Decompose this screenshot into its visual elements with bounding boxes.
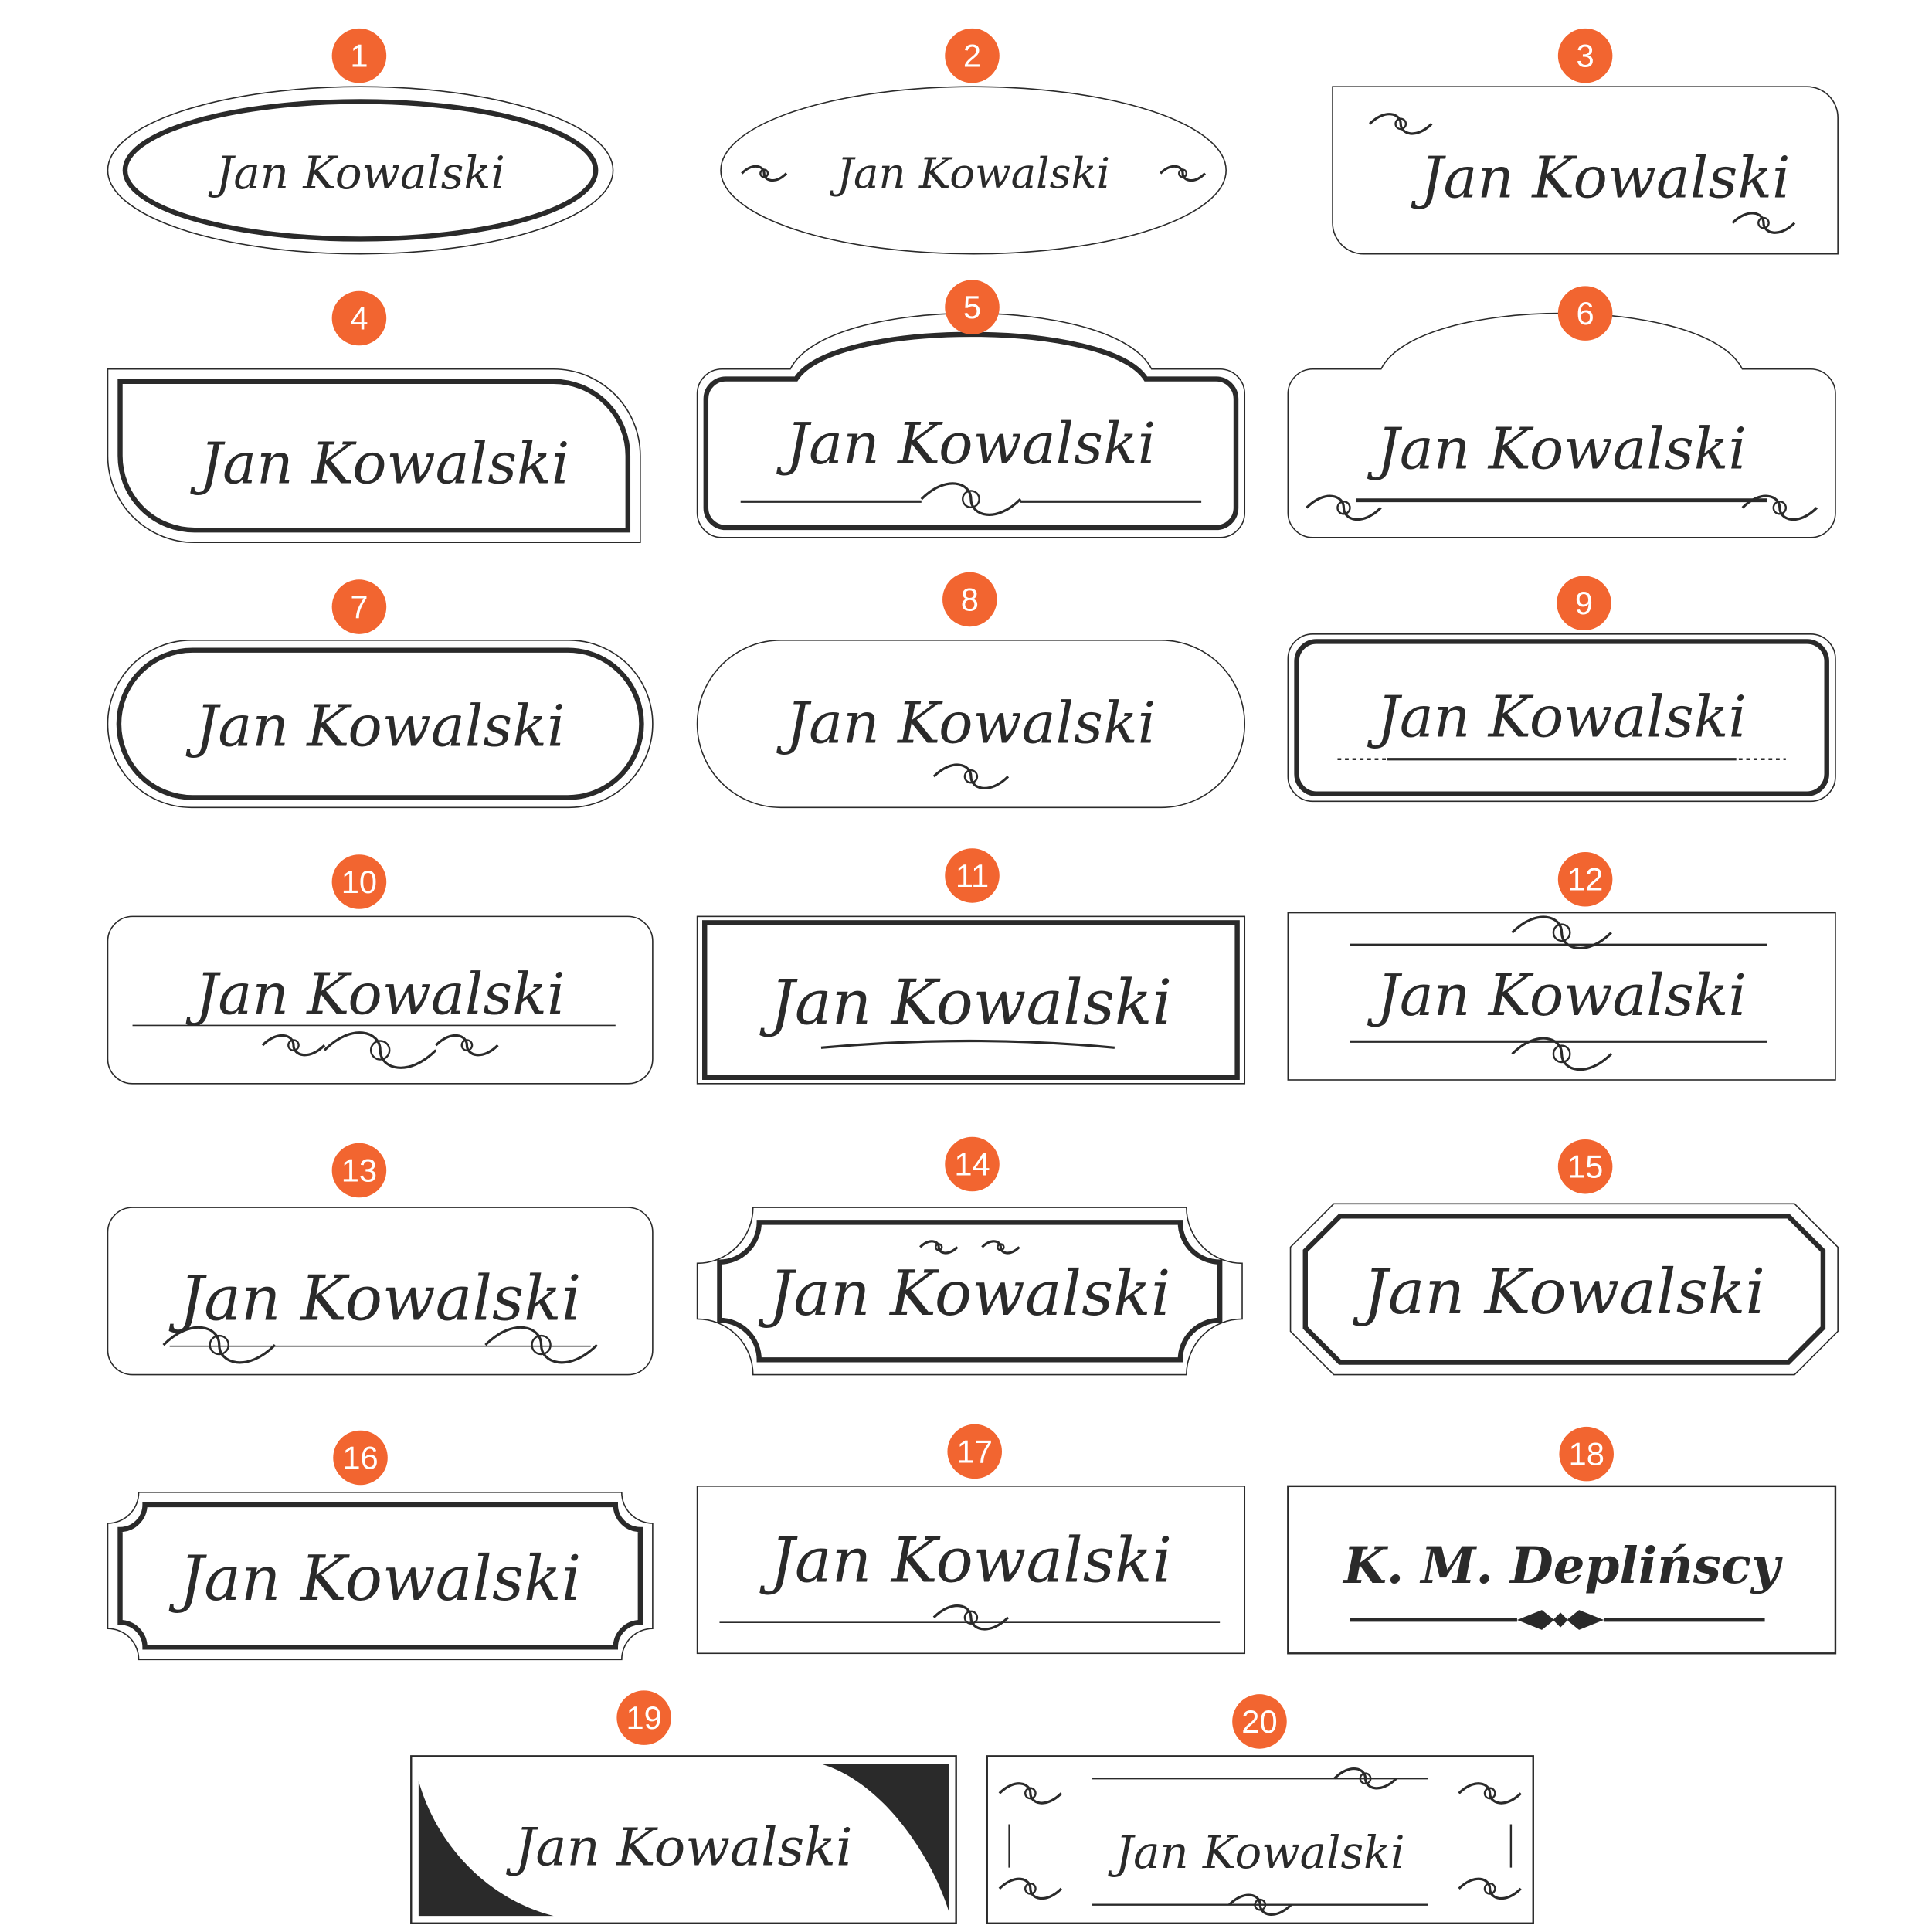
design-number-badge: 20: [1232, 1694, 1287, 1749]
nameplate-design-18[interactable]: K. M. Deplińscy 18: [1287, 1426, 1837, 1655]
nameplate-design-6[interactable]: Jan Kowalski 6: [1287, 286, 1836, 538]
nameplate-design-1[interactable]: Jan Kowalski 1: [107, 28, 614, 255]
design-number-badge: 15: [1557, 1139, 1613, 1194]
badge-number: 10: [341, 864, 377, 900]
badge-number: 1: [350, 38, 368, 74]
plate-name-text: Jan Kowalski: [1108, 1826, 1405, 1879]
nameplate-design-12[interactable]: Jan Kowalski 12: [1287, 852, 1836, 1081]
badge-number: 19: [626, 1699, 661, 1736]
design-number-badge: 14: [945, 1136, 1000, 1192]
nameplate-design-4[interactable]: Jan Kowalski 4: [107, 290, 641, 544]
badge-number: 20: [1241, 1703, 1277, 1740]
plate-name-text: Jan Kowalski: [758, 1258, 1170, 1329]
nameplate-design-10[interactable]: Jan Kowalski 10: [107, 854, 654, 1085]
plate-name-text: Jan Kowalski: [1411, 146, 1791, 212]
design-number-badge: 7: [331, 579, 387, 634]
plate-name-text: Jan Kowalski: [759, 1525, 1172, 1597]
nameplate-design-3[interactable]: Jan Kowalski 3: [1332, 28, 1839, 255]
plate-name-text: Jan Kowalski: [776, 412, 1156, 477]
badge-number: 2: [963, 38, 981, 74]
plate-name-text: Jan Kowalski: [759, 966, 1172, 1038]
badge-number: 16: [342, 1439, 378, 1475]
nameplate-design-19[interactable]: Jan Kowalski 19: [410, 1690, 957, 1924]
badge-number: 7: [350, 589, 368, 625]
design-number-badge: 5: [945, 280, 1000, 334]
nameplate-design-5[interactable]: Jan Kowalski 5: [696, 280, 1246, 538]
nameplate-design-8[interactable]: Jan Kowalski 8: [696, 572, 1246, 809]
nameplate-design-20[interactable]: Jan Kowalski 20: [986, 1694, 1534, 1924]
badge-number: 9: [1575, 585, 1593, 621]
design-number-badge: 18: [1559, 1426, 1614, 1482]
design-number-badge: 8: [942, 572, 997, 627]
badge-number: 4: [350, 300, 368, 336]
badge-number: 5: [963, 289, 981, 325]
badge-number: 6: [1577, 295, 1594, 331]
plate-name-text: Jan Kowalski: [168, 1543, 581, 1615]
design-number-badge: 6: [1557, 286, 1613, 341]
nameplate-design-17[interactable]: Jan Kowalski 17: [696, 1424, 1246, 1655]
plate-name-text: Jan Kowalski: [505, 1818, 852, 1878]
badge-number: 14: [954, 1146, 990, 1182]
plate-name-text: K. M. Deplińscy: [1342, 1537, 1783, 1595]
badge-number: 12: [1567, 861, 1603, 898]
design-number-badge: 11: [945, 848, 1000, 903]
badge-number: 18: [1569, 1436, 1604, 1472]
badge-number: 17: [957, 1433, 993, 1469]
nameplate-design-13[interactable]: Jan Kowalski 13: [107, 1143, 654, 1376]
plate-name-text: Jan Kowalski: [185, 694, 565, 760]
plate-name-text: Jan Kowalski: [1367, 417, 1747, 483]
design-number-badge: 3: [1557, 28, 1613, 83]
nameplate-design-2[interactable]: Jan Kowalski 2: [720, 28, 1227, 255]
nameplate-design-11[interactable]: Jan Kowalski 11: [696, 848, 1246, 1085]
badge-number: 8: [961, 581, 979, 617]
design-number-badge: 12: [1557, 852, 1613, 907]
nameplate-design-7[interactable]: Jan Kowalski 7: [107, 579, 654, 809]
nameplate-design-16[interactable]: Jan Kowalski 16: [107, 1430, 654, 1661]
badge-number: 13: [341, 1152, 377, 1188]
design-number-badge: 16: [333, 1430, 388, 1486]
design-number-badge: 10: [331, 854, 387, 909]
badge-number: 3: [1577, 38, 1594, 74]
design-number-badge: 2: [945, 28, 1000, 83]
plate-name-text: Jan Kowalski: [168, 1263, 581, 1335]
plate-name-text: Jan Kowalski: [185, 962, 565, 1027]
nameplate-design-15[interactable]: Jan Kowalski 15: [1289, 1139, 1839, 1376]
badge-number: 11: [956, 857, 989, 894]
plate-name-text: Jan Kowalski: [1367, 684, 1747, 750]
design-number-badge: 1: [331, 28, 387, 83]
plate-name-text: Jan Kowalski: [1367, 963, 1747, 1029]
nameplate-design-9[interactable]: Jan Kowalski 9: [1287, 576, 1836, 803]
plate-name-text: Jan Kowalski: [208, 147, 505, 199]
design-number-badge: 19: [616, 1690, 671, 1745]
design-number-badge: 9: [1557, 576, 1611, 631]
plate-name-text: Jan Kowalski: [190, 432, 570, 497]
plate-name-text: Jan Kowalski: [776, 691, 1156, 756]
nameplate-design-14[interactable]: Jan Kowalski 14: [696, 1136, 1243, 1376]
badge-number: 15: [1567, 1149, 1603, 1185]
design-number-badge: 13: [331, 1143, 387, 1198]
design-number-badge: 4: [331, 290, 387, 346]
plate-name-text: Jan Kowalski: [829, 148, 1110, 198]
design-number-badge: 17: [947, 1424, 1002, 1479]
plate-name-text: Jan Kowalski: [1353, 1256, 1765, 1328]
